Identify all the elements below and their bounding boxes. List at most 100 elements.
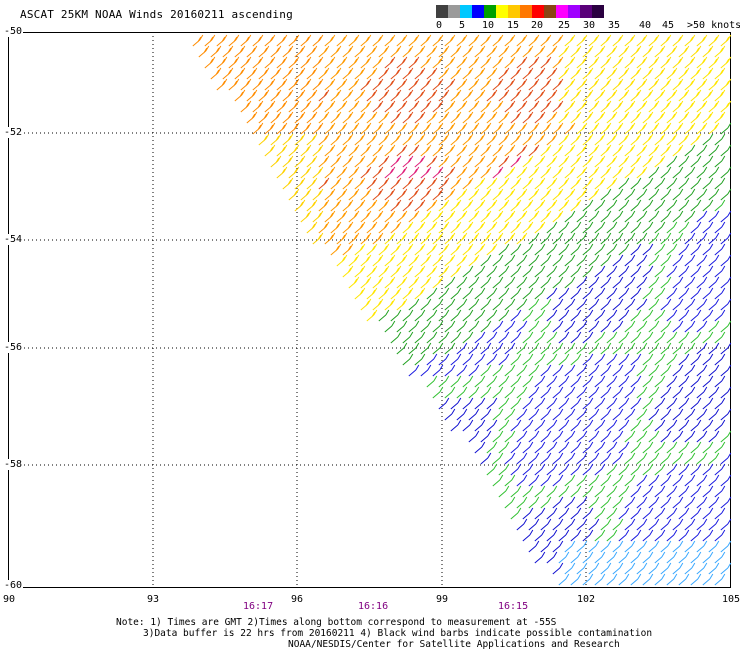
- wind-barb: [612, 342, 624, 355]
- wind-barb: [372, 34, 384, 47]
- wind-barb: [672, 276, 684, 289]
- wind-barb: [456, 78, 468, 91]
- wind-barb: [366, 177, 378, 190]
- wind-barb: [666, 397, 678, 410]
- wind-barb: [330, 67, 342, 80]
- wind-barb: [690, 199, 702, 212]
- wind-barb: [594, 243, 606, 256]
- colorbar-swatch: [508, 5, 520, 18]
- wind-barb: [510, 111, 522, 124]
- wind-barb: [528, 430, 540, 443]
- wind-barb: [402, 309, 414, 322]
- wind-barb: [666, 67, 678, 80]
- wind-barb: [516, 320, 528, 333]
- wind-barb: [630, 243, 642, 256]
- wind-barb: [666, 221, 678, 234]
- wind-barb: [540, 56, 552, 69]
- wind-barb: [600, 496, 612, 509]
- wind-barb: [312, 56, 324, 69]
- wind-barb: [522, 309, 534, 322]
- wind-barb: [306, 111, 318, 124]
- wind-barb: [282, 89, 294, 102]
- wind-barb: [594, 111, 606, 124]
- wind-barb: [690, 441, 702, 454]
- wind-barb: [432, 232, 444, 245]
- wind-barb: [684, 408, 696, 421]
- wind-barb: [564, 34, 576, 47]
- wind-barb: [474, 265, 486, 278]
- wind-barb: [354, 89, 366, 102]
- wind-barb: [414, 243, 426, 256]
- wind-barb: [708, 364, 720, 377]
- wind-barb: [516, 210, 528, 223]
- wind-barb: [714, 485, 726, 498]
- wind-barb: [642, 441, 654, 454]
- wind-barb: [474, 375, 486, 388]
- wind-barb: [714, 507, 726, 520]
- wind-barb: [594, 551, 606, 564]
- wind-barb: [462, 89, 474, 102]
- wind-barb: [636, 232, 648, 245]
- wind-barb: [426, 309, 438, 322]
- wind-barb: [318, 177, 330, 190]
- wind-barb: [690, 485, 702, 498]
- wind-barb: [672, 166, 684, 179]
- wind-barb: [618, 353, 630, 366]
- wind-barb: [504, 232, 516, 245]
- wind-barb: [450, 397, 462, 410]
- colorbar-label: 15: [507, 20, 520, 31]
- wind-barb: [582, 551, 594, 564]
- wind-barb: [492, 78, 504, 91]
- wind-barb: [612, 144, 624, 157]
- wind-barb: [240, 34, 252, 47]
- wind-barb: [702, 309, 714, 322]
- wind-barb: [660, 56, 672, 69]
- wind-barb: [546, 155, 558, 168]
- wind-barb: [438, 155, 450, 168]
- wind-barb: [558, 353, 570, 366]
- wind-barb: [468, 254, 480, 267]
- wind-barb: [468, 100, 480, 113]
- wind-barb: [456, 166, 468, 179]
- wind-barb: [474, 155, 486, 168]
- wind-barb: [588, 298, 600, 311]
- wind-barb: [504, 320, 516, 333]
- wind-barb: [330, 243, 342, 256]
- wind-barb: [606, 287, 618, 300]
- wind-barb: [492, 320, 504, 333]
- wind-barb: [552, 276, 564, 289]
- wind-barb: [690, 67, 702, 80]
- wind-barb: [546, 529, 558, 542]
- wind-barb: [516, 298, 528, 311]
- wind-barb: [228, 34, 240, 47]
- wind-barb: [522, 331, 534, 344]
- wind-barb: [498, 375, 510, 388]
- wind-barb: [414, 287, 426, 300]
- wind-barb: [672, 474, 684, 487]
- wind-barb: [522, 177, 534, 190]
- wind-barb: [342, 45, 354, 58]
- wind-barb: [540, 430, 552, 443]
- wind-barb: [654, 441, 666, 454]
- wind-barb: [558, 89, 570, 102]
- wind-barb: [480, 430, 492, 443]
- wind-barb: [408, 342, 420, 355]
- wind-barb: [576, 518, 588, 531]
- wind-barb: [438, 67, 450, 80]
- wind-barb: [408, 34, 420, 47]
- wind-barb: [354, 199, 366, 212]
- wind-barb: [438, 177, 450, 190]
- wind-barb: [222, 45, 234, 58]
- wind-barb: [390, 265, 402, 278]
- wind-barb: [528, 188, 540, 201]
- wind-barb: [384, 122, 396, 135]
- wind-barb: [684, 144, 696, 157]
- wind-barb: [612, 518, 624, 531]
- wind-barb: [486, 243, 498, 256]
- wind-barb: [498, 67, 510, 80]
- wind-barb: [690, 375, 702, 388]
- wind-barb: [342, 221, 354, 234]
- wind-barb: [384, 254, 396, 267]
- wind-barb: [660, 474, 672, 487]
- wind-barb: [654, 89, 666, 102]
